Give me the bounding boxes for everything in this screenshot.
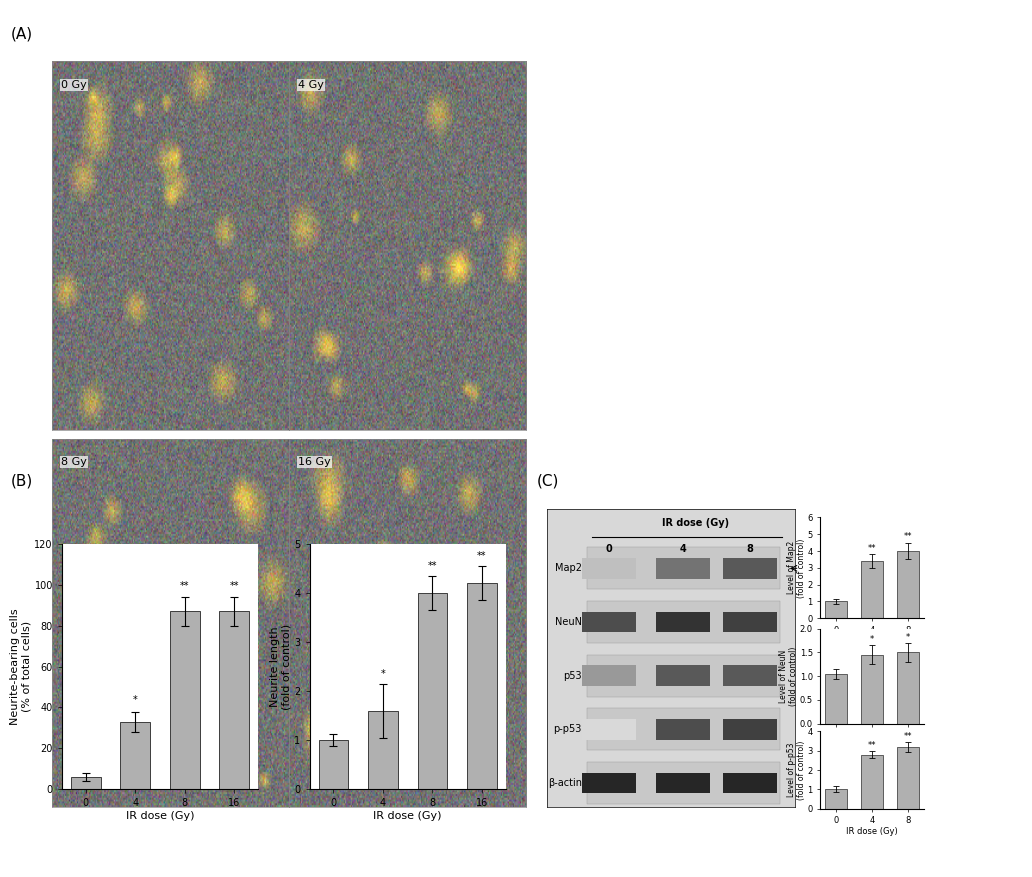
Text: 4 Gy: 4 Gy (298, 80, 324, 89)
Text: (C): (C) (537, 474, 559, 488)
Text: β-actin: β-actin (548, 778, 582, 788)
FancyBboxPatch shape (586, 601, 780, 643)
Y-axis label: Level of NeuN
(fold of control): Level of NeuN (fold of control) (779, 646, 799, 706)
FancyBboxPatch shape (582, 665, 636, 686)
Text: **: ** (477, 551, 487, 561)
Bar (220, 611, 249, 789)
Bar (121, 722, 150, 789)
Bar (862, 655, 882, 724)
Text: *: * (870, 636, 874, 645)
FancyBboxPatch shape (656, 719, 710, 739)
Bar (71, 777, 100, 789)
Bar (418, 593, 447, 789)
X-axis label: IR dose (Gy): IR dose (Gy) (846, 742, 898, 751)
Bar (862, 754, 882, 809)
Text: **: ** (904, 532, 912, 541)
Text: **: ** (180, 581, 190, 591)
FancyBboxPatch shape (722, 719, 777, 739)
FancyBboxPatch shape (582, 558, 636, 579)
X-axis label: IR dose (Gy): IR dose (Gy) (846, 637, 898, 645)
FancyBboxPatch shape (722, 611, 777, 632)
Text: 0: 0 (606, 545, 612, 554)
Text: Map2: Map2 (554, 563, 582, 574)
Text: **: ** (427, 560, 438, 571)
FancyBboxPatch shape (586, 709, 780, 750)
Text: *: * (906, 633, 910, 642)
Text: *: * (133, 695, 137, 705)
FancyBboxPatch shape (722, 773, 777, 794)
Bar (897, 652, 918, 724)
X-axis label: IR dose (Gy): IR dose (Gy) (374, 811, 442, 821)
Text: **: ** (868, 741, 876, 750)
Text: **: ** (868, 544, 876, 553)
Text: 8 Gy: 8 Gy (61, 457, 87, 467)
Bar (862, 561, 882, 618)
FancyBboxPatch shape (582, 719, 636, 739)
FancyBboxPatch shape (656, 611, 710, 632)
Text: (A): (A) (10, 26, 32, 41)
Bar (170, 611, 199, 789)
FancyBboxPatch shape (722, 665, 777, 686)
Text: 4: 4 (680, 545, 686, 554)
Text: **: ** (904, 732, 912, 741)
Text: NeuN: NeuN (554, 617, 582, 627)
Text: *: * (381, 669, 385, 679)
FancyBboxPatch shape (582, 611, 636, 632)
Text: 16 Gy: 16 Gy (298, 457, 331, 467)
X-axis label: IR dose (Gy): IR dose (Gy) (846, 827, 898, 836)
Text: 0 Gy: 0 Gy (61, 80, 87, 89)
Y-axis label: Neurite length
(fold of control): Neurite length (fold of control) (270, 624, 292, 709)
Bar (897, 551, 918, 618)
FancyBboxPatch shape (586, 547, 780, 589)
Text: IR dose (Gy): IR dose (Gy) (662, 517, 730, 528)
FancyBboxPatch shape (722, 558, 777, 579)
FancyBboxPatch shape (582, 773, 636, 794)
Bar (319, 740, 348, 789)
Bar (826, 674, 847, 724)
Bar (826, 602, 847, 618)
Bar (897, 747, 918, 809)
Y-axis label: Level of p-p53
(fold of control): Level of p-p53 (fold of control) (786, 740, 806, 800)
Text: p-p53: p-p53 (553, 724, 582, 734)
FancyBboxPatch shape (586, 655, 780, 696)
FancyBboxPatch shape (586, 762, 780, 804)
Text: **: ** (229, 581, 239, 591)
X-axis label: IR dose (Gy): IR dose (Gy) (126, 811, 194, 821)
Text: p53: p53 (563, 671, 582, 681)
Text: (B): (B) (10, 474, 33, 488)
Text: 8: 8 (746, 545, 753, 554)
Y-axis label: Level of Map2
(fold of control): Level of Map2 (fold of control) (786, 538, 806, 597)
Y-axis label: Neurite-bearing cells
(% of total cells): Neurite-bearing cells (% of total cells) (10, 609, 32, 724)
Bar (368, 710, 397, 789)
FancyBboxPatch shape (656, 665, 710, 686)
FancyBboxPatch shape (656, 558, 710, 579)
FancyBboxPatch shape (656, 773, 710, 794)
Bar (467, 583, 496, 789)
Bar (826, 789, 847, 809)
